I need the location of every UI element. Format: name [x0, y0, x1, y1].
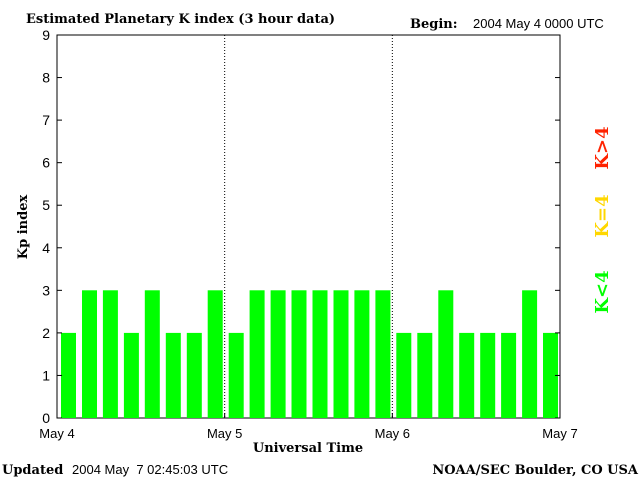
bar-group — [61, 290, 558, 418]
kp-bar — [459, 332, 475, 418]
kp-bar — [82, 290, 97, 418]
y-tick-label: 1 — [42, 367, 50, 383]
kp-bar — [501, 332, 517, 418]
y-tick-label: 7 — [42, 112, 50, 128]
y-tick-label: 4 — [42, 240, 50, 256]
y-axis: 0 1 2 3 4 5 6 7 8 9 — [42, 27, 560, 426]
kp-bar — [228, 332, 244, 418]
x-axis: May 4 May 5 May 6 May 7 — [39, 413, 578, 441]
kp-bar — [417, 332, 433, 418]
legend-k-below-4: K<4 — [592, 270, 613, 313]
kp-bar — [522, 290, 538, 418]
begin-label: Begin: — [410, 17, 458, 32]
kp-bar — [354, 290, 370, 418]
y-axis-label: Kp index — [16, 195, 31, 260]
plot-frame — [56, 34, 561, 419]
x-tick-label: May 5 — [207, 426, 242, 441]
kp-bar — [480, 332, 496, 418]
begin-value: 2004 May 4 0000 UTC — [473, 16, 604, 31]
y-tick-label: 6 — [42, 155, 50, 171]
kp-bar — [165, 332, 181, 418]
kp-bar — [396, 332, 412, 418]
kp-bar — [312, 290, 328, 418]
kp-bar — [102, 290, 118, 418]
y-tick-label: 9 — [42, 27, 50, 43]
kp-bar — [270, 290, 286, 418]
x-axis-label: Universal Time — [253, 441, 363, 456]
y-tick-label: 5 — [42, 197, 50, 213]
x-tick-label: May 4 — [39, 426, 74, 441]
kp-bar — [123, 332, 139, 418]
legend-k-above-4: K>4 — [592, 126, 613, 169]
kp-bar — [186, 332, 202, 418]
x-tick-label: May 7 — [542, 426, 577, 441]
kp-bar — [438, 290, 454, 418]
kp-bar — [207, 290, 223, 418]
kp-bar — [375, 290, 391, 418]
y-tick-label: 8 — [42, 70, 50, 86]
kp-bar — [333, 290, 349, 418]
updated-value: 2004 May 7 02:45:03 UTC — [72, 462, 228, 477]
x-tick-label: May 6 — [375, 426, 410, 441]
updated-label: Updated — [2, 463, 63, 478]
source-credit: NOAA/SEC Boulder, CO USA — [432, 463, 639, 478]
chart-title: Estimated Planetary K index (3 hour data… — [26, 12, 335, 27]
kp-bar — [144, 290, 160, 418]
y-tick-label: 2 — [42, 325, 50, 341]
kp-bar — [249, 290, 265, 418]
grid-lines — [224, 35, 393, 418]
kp-bar — [291, 290, 307, 418]
legend-k-equal-4: K=4 — [592, 194, 613, 237]
y-tick-label: 0 — [42, 410, 50, 426]
kp-bar — [61, 332, 76, 418]
kp-bar — [543, 332, 558, 418]
y-tick-label: 3 — [42, 282, 50, 298]
